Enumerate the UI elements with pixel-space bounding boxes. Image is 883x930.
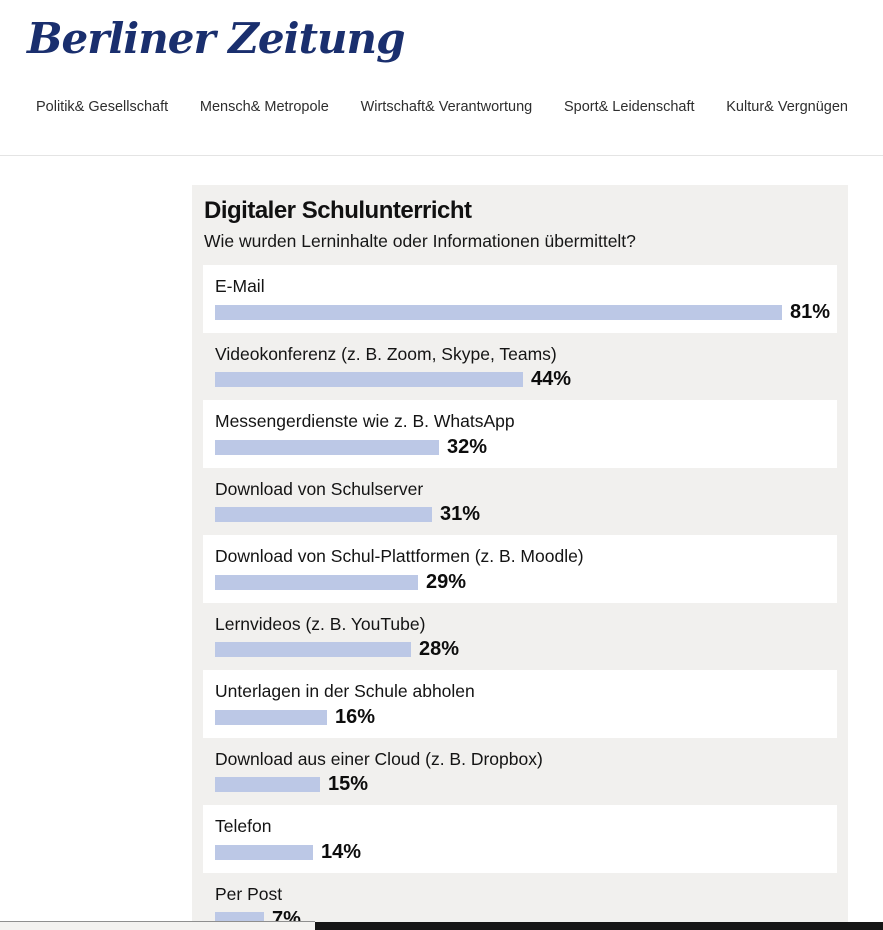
bar-line: 29%: [215, 571, 825, 593]
bar-label: Download von Schulserver: [215, 478, 424, 499]
bar-line: 44%: [215, 368, 825, 390]
bar: [215, 709, 327, 725]
bar-label: Telefon: [215, 816, 272, 836]
chart-row: Messengerdienste wie z. B. WhatsApp 32%: [203, 400, 837, 468]
bar: [215, 777, 320, 792]
bar: [215, 574, 418, 590]
bar-line: 31%: [215, 503, 825, 525]
bar-value-label: 29%: [426, 570, 467, 593]
bar-value-label: 81%: [790, 300, 831, 323]
bar-label: Per Post: [215, 883, 283, 904]
chart-row: Videokonferenz (z. B. Zoom, Skype, Teams…: [203, 333, 837, 401]
bar-label: Download aus einer Cloud (z. B. Dropbox): [215, 748, 543, 769]
main-nav: Politik& Gesellschaft Mensch& Metropole …: [36, 99, 848, 115]
bar: [215, 642, 411, 657]
chart-row: E-Mail 81%: [203, 265, 837, 333]
chart-row: Download aus einer Cloud (z. B. Dropbox)…: [203, 738, 837, 806]
chart-title: Digitaler Schulunterricht: [204, 197, 472, 224]
bar-value-label: 14%: [321, 840, 362, 863]
chart-row: Download von Schul-Plattformen (z. B. Mo…: [203, 535, 837, 603]
bar-value-label: 15%: [328, 773, 369, 795]
bar-label: Videokonferenz (z. B. Zoom, Skype, Teams…: [215, 343, 557, 364]
bar-label: Lernvideos (z. B. YouTube): [215, 613, 426, 634]
bar: [215, 304, 782, 320]
bar-line: 15%: [215, 773, 825, 795]
nav-item-mensch-metropole[interactable]: Mensch& Metropole: [199, 99, 329, 115]
bottom-scrollbar: [0, 921, 883, 930]
chart-row: Telefon 14%: [203, 805, 837, 873]
chart-panel: Digitaler Schulunterricht Wie wurden Ler…: [192, 185, 848, 930]
chart-row: Download von Schulserver 31%: [203, 468, 837, 536]
nav-item-wirtschaft-verantwortung[interactable]: Wirtschaft& Verantwortung: [360, 99, 533, 115]
bar-value-label: 32%: [447, 435, 488, 458]
header-divider: [0, 155, 883, 156]
bar-label: Download von Schul-Plattformen (z. B. Mo…: [215, 546, 584, 566]
bar-label: Messengerdienste wie z. B. WhatsApp: [215, 411, 515, 431]
bar-value-label: 44%: [531, 368, 572, 390]
nav-item-politik-gesellschaft[interactable]: Politik& Gesellschaft: [36, 99, 169, 115]
bar-line: 28%: [215, 638, 825, 660]
chart-row: Unterlagen in der Schule abholen 16%: [203, 670, 837, 738]
scrollbar-track[interactable]: [0, 921, 315, 930]
nav-item-sport-leidenschaft[interactable]: Sport& Leidenschaft: [563, 99, 695, 115]
chart-rows: E-Mail 81% Videokonferenz (z. B. Zoom, Sky…: [203, 265, 837, 930]
bar-line: 14%: [215, 841, 825, 863]
bar-line: 16%: [215, 706, 825, 728]
chart-row: Lernvideos (z. B. YouTube) 28%: [203, 603, 837, 671]
bar-label: E-Mail: [215, 276, 265, 296]
bar-line: 81%: [215, 301, 830, 323]
bar-line: 32%: [215, 436, 825, 458]
brand-logo[interactable]: Berliner Zeitung: [27, 14, 405, 63]
bar-value-label: 16%: [335, 705, 376, 728]
bar-value-label: 31%: [440, 503, 481, 525]
bar-value-label: 28%: [419, 638, 460, 660]
bar: [215, 507, 432, 522]
chart-subtitle: Wie wurden Lerninhalte oder Informatione…: [204, 231, 636, 251]
nav-item-kultur-vergnuegen[interactable]: Kultur& Vergnügen: [726, 99, 848, 115]
bar: [215, 844, 313, 860]
bar: [215, 439, 439, 455]
bar-label: Unterlagen in der Schule abholen: [215, 681, 475, 701]
bar: [215, 372, 523, 387]
scrollbar-thumb[interactable]: [315, 922, 883, 930]
